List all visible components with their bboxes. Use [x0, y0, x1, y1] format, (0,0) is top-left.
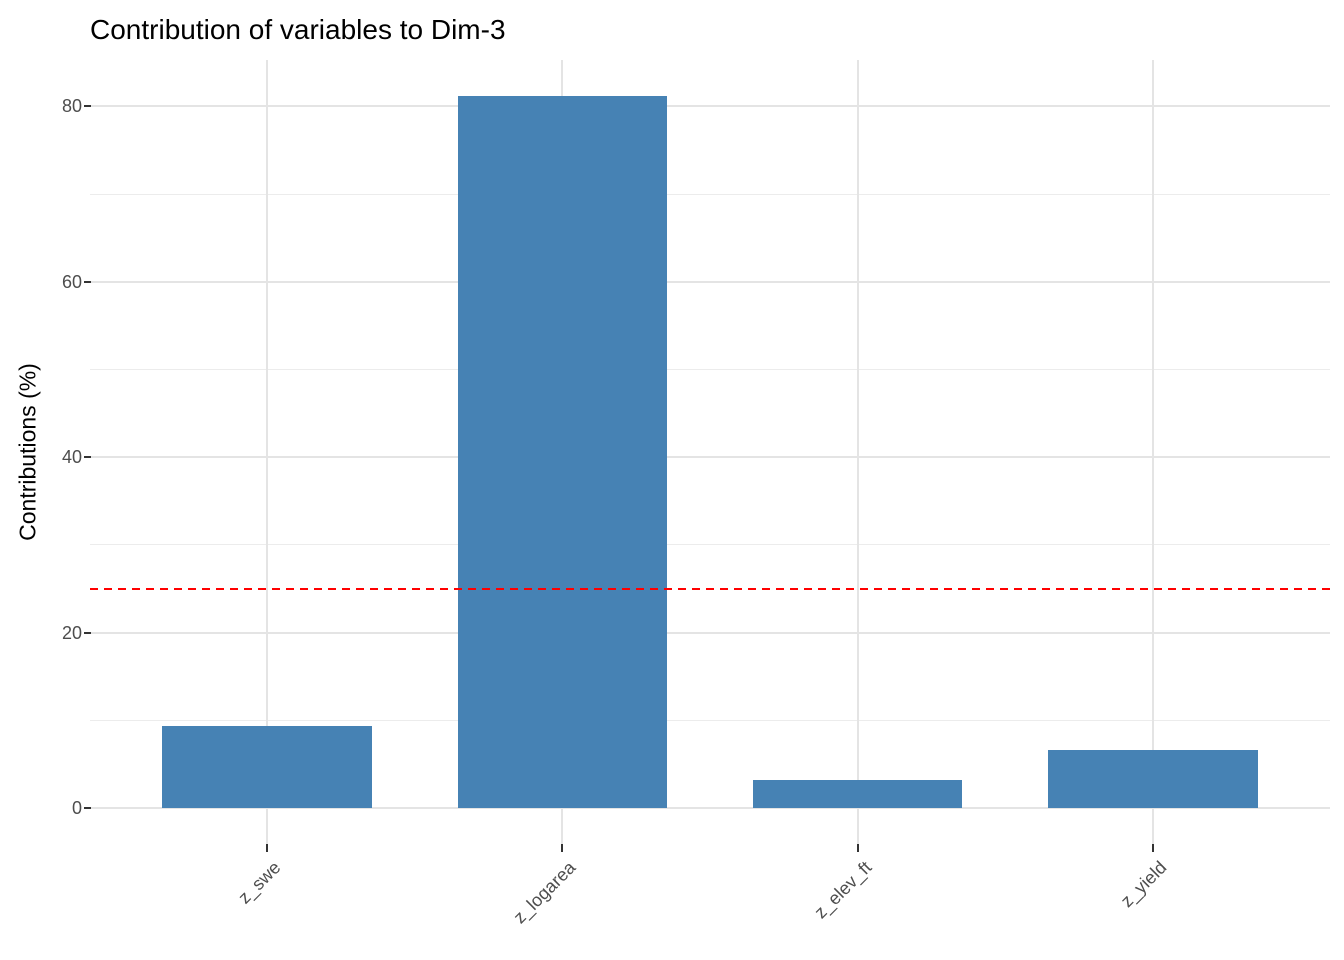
chart-title: Contribution of variables to Dim-3 — [90, 14, 506, 45]
reference-line — [90, 587, 1336, 590]
bar-z_yield — [1048, 750, 1258, 809]
y-tick-mark-0 — [84, 807, 91, 810]
y-tick-label-20: 20 — [61, 622, 82, 643]
gridline-minor-y-50 — [90, 369, 1330, 371]
x-tick-mark-z_swe — [266, 844, 269, 852]
gridline-x-z_yield — [1151, 60, 1154, 844]
gridline-major-y-20 — [90, 631, 1330, 634]
y-tick-label-40: 40 — [61, 447, 82, 468]
gridline-minor-y-10 — [90, 719, 1330, 721]
bar-z_elev_ft — [752, 779, 963, 809]
gridline-x-z_elev_ft — [856, 60, 859, 844]
gridline-major-y-60 — [90, 280, 1330, 283]
bar-z_swe — [162, 726, 372, 809]
gridline-major-y-0 — [90, 807, 1330, 810]
y-tick-mark-20 — [84, 631, 91, 634]
bar-z_logarea — [457, 95, 668, 809]
x-tick-mark-z_elev_ft — [856, 844, 859, 852]
x-tick-label-z_yield: z_yield — [1116, 857, 1171, 912]
gridline-major-y-40 — [90, 456, 1330, 459]
x-tick-label-z_logarea: z_logarea — [509, 857, 580, 928]
y-tick-mark-80 — [84, 105, 91, 108]
x-tick-label-z_swe: z_swe — [234, 857, 285, 908]
gridline-minor-y-30 — [90, 544, 1330, 546]
x-tick-label-z_elev_ft: z_elev_ft — [809, 857, 876, 923]
gridline-major-y-80 — [90, 105, 1330, 108]
y-tick-mark-40 — [84, 456, 91, 459]
gridline-minor-y-70 — [90, 193, 1330, 195]
x-tick-mark-z_logarea — [561, 844, 564, 852]
y-tick-label-60: 60 — [61, 271, 82, 292]
x-tick-mark-z_yield — [1151, 844, 1154, 852]
y-tick-label-80: 80 — [61, 96, 82, 117]
gridline-x-z_swe — [266, 60, 269, 844]
y-tick-mark-60 — [84, 280, 91, 283]
y-tick-label-0: 0 — [71, 798, 82, 819]
